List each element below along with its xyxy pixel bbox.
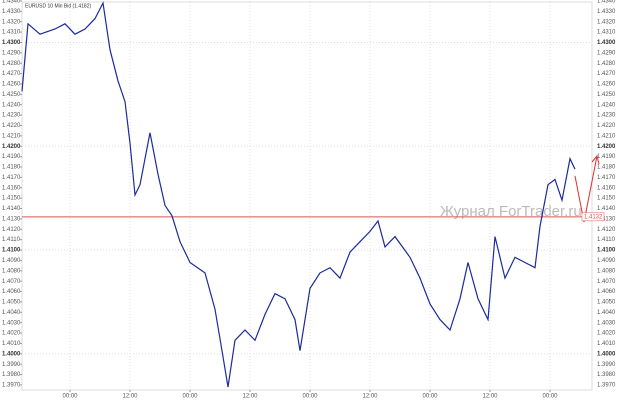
x-tick-label: 00:00 — [422, 394, 438, 400]
y-tick-label: 1.4130 — [2, 216, 21, 222]
y2-tick-label: 1.4070 — [597, 279, 616, 285]
price-line — [21, 1, 576, 388]
y2-tick-label: 1.4180 — [597, 165, 616, 171]
y-tick-label: 1.4160 — [2, 185, 21, 191]
x-tick-label: 00:00 — [302, 394, 318, 400]
y2-tick-label: 1.4270 — [597, 71, 616, 77]
y2-tick-label: 1.4090 — [597, 258, 616, 264]
y2-tick-label: 1.4340 — [597, 0, 616, 5]
x-tick-label: 00:00 — [62, 394, 78, 400]
y2-tick-label: 1.4010 — [597, 341, 616, 347]
y2-tick-label: 1.4260 — [597, 82, 616, 88]
y2-tick-label: 1.4110 — [597, 237, 616, 243]
y-tick-label: 1.4210 — [2, 133, 21, 139]
x-tick-label: 12:00 — [122, 394, 138, 400]
chart-title: EURUSD 10 Min Bid (1.4182) — [25, 3, 91, 9]
y2-tick-label: 1.4250 — [597, 92, 616, 98]
y2-tick-label: 1.4140 — [597, 206, 616, 212]
y-tick-label: 1.4040 — [2, 310, 21, 316]
y2-tick-label: 1.4300 — [597, 40, 616, 46]
y2-tick-label: 1.4020 — [597, 331, 616, 337]
y-tick-label: 1.4310 — [2, 30, 21, 36]
y-tick-label: 1.4290 — [2, 50, 21, 56]
y2-tick-label: 1.4220 — [597, 123, 616, 129]
y-tick-label: 1.4090 — [2, 258, 21, 264]
x-tick-label: 12:00 — [482, 394, 498, 400]
y2-tick-label: 1.4240 — [597, 102, 616, 108]
arrow-head — [591, 154, 600, 165]
y-tick-label: 1.4190 — [2, 154, 21, 160]
y-tick-label: 1.4220 — [2, 123, 21, 129]
y-tick-label: 1.3970 — [2, 383, 21, 389]
y2-tick-label: 1.4170 — [597, 175, 616, 181]
y2-tick-label: 1.4290 — [597, 50, 616, 56]
y-tick-label: 1.4150 — [2, 196, 21, 202]
y2-tick-label: 1.4200 — [597, 144, 616, 150]
y2-tick-label: 1.4040 — [597, 310, 616, 316]
y2-tick-label: 1.4120 — [597, 227, 616, 233]
y-tick-label: 1.4020 — [2, 331, 21, 337]
y-tick-label: 1.4070 — [2, 279, 21, 285]
y2-tick-label: 1.3980 — [597, 372, 616, 378]
y-tick-label: 1.4300 — [2, 40, 21, 46]
y2-tick-label: 1.4000 — [597, 351, 616, 357]
y2-tick-label: 1.3990 — [597, 362, 616, 368]
forecast-arrow — [574, 155, 598, 223]
y-tick-label: 1.4100 — [2, 248, 21, 254]
y-tick-label: 1.3990 — [2, 362, 21, 368]
y-tick-label: 1.4170 — [2, 175, 21, 181]
y2-tick-label: 1.4320 — [597, 19, 616, 25]
y-tick-label: 1.4140 — [2, 206, 21, 212]
y-tick-label: 1.4110 — [2, 237, 21, 243]
y2-tick-label: 1.4310 — [597, 30, 616, 36]
y-tick-label: 1.4240 — [2, 102, 21, 108]
y-tick-label: 1.3980 — [2, 372, 21, 378]
x-tick-label: 00:00 — [542, 394, 558, 400]
y2-tick-label: 1.4160 — [597, 185, 616, 191]
y2-tick-label: 1.4130 — [597, 216, 616, 222]
plot-frame — [21, 1, 593, 391]
y-tick-label: 1.4280 — [2, 61, 21, 67]
y2-tick-label: 1.4030 — [597, 320, 616, 326]
x-tick-label: 12:00 — [242, 394, 258, 400]
y2-tick-label: 1.4100 — [597, 248, 616, 254]
y-tick-label: 1.4320 — [2, 19, 21, 25]
y2-tick-label: 1.4050 — [597, 300, 616, 306]
y-tick-label: 1.4260 — [2, 82, 21, 88]
y-tick-label: 1.4270 — [2, 71, 21, 77]
y2-tick-label: 1.4060 — [597, 289, 616, 295]
y-tick-label: 1.4200 — [2, 144, 21, 150]
y2-tick-label: 1.4280 — [597, 61, 616, 67]
y2-tick-label: 1.4080 — [597, 268, 616, 274]
y-tick-label: 1.4050 — [2, 300, 21, 306]
y2-tick-label: 1.4330 — [597, 9, 616, 15]
y2-tick-label: 1.4230 — [597, 113, 616, 119]
y-tick-label: 1.4080 — [2, 268, 21, 274]
watermark: Журнал ForTrader.ru — [440, 203, 582, 220]
y-tick-label: 1.4000 — [2, 351, 21, 357]
x-tick-label: 12:00 — [362, 394, 378, 400]
y2-tick-label: 1.4210 — [597, 133, 616, 139]
y-tick-label: 1.4340 — [2, 0, 21, 5]
y-tick-label: 1.4060 — [2, 289, 21, 295]
y2-tick-label: 1.4150 — [597, 196, 616, 202]
y-tick-label: 1.4250 — [2, 92, 21, 98]
level-label: 1.4132 — [584, 214, 603, 220]
level-label-box — [581, 212, 605, 222]
y2-tick-label: 1.3970 — [597, 383, 616, 389]
y-tick-label: 1.4010 — [2, 341, 21, 347]
y2-tick-label: 1.4190 — [597, 154, 616, 160]
y-tick-label: 1.4120 — [2, 227, 21, 233]
y-tick-label: 1.4180 — [2, 165, 21, 171]
y-tick-label: 1.4330 — [2, 9, 21, 15]
x-tick-label: 00:00 — [182, 394, 198, 400]
y-tick-label: 1.4230 — [2, 113, 21, 119]
y-tick-label: 1.4030 — [2, 320, 21, 326]
